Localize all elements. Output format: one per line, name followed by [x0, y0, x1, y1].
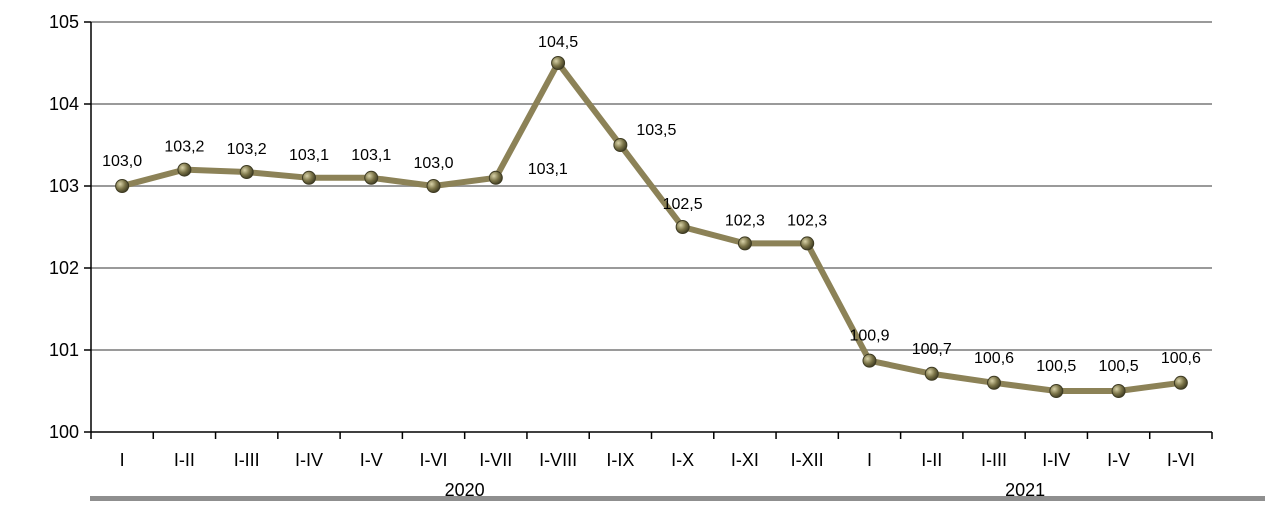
data-point	[613, 138, 628, 152]
data-point	[1049, 384, 1064, 398]
x-tick-label: I-V	[360, 450, 383, 470]
x-tick-label: I-VIII	[539, 450, 577, 470]
data-label: 103,2	[164, 139, 204, 156]
x-tick-label: I-XII	[791, 450, 824, 470]
data-point	[800, 236, 815, 251]
x-tick-label: I-III	[981, 450, 1007, 470]
data-label: 102,3	[787, 212, 827, 229]
x-tick-label: I-III	[234, 450, 260, 470]
data-labels: 103,0 103,2 103,2 103,1 103,1 103,0 103,1 104,5…	[102, 34, 1201, 375]
year-label: 2021	[1005, 480, 1045, 500]
data-point	[115, 179, 130, 193]
x-tick-label: I-VI	[1167, 450, 1195, 470]
x-tick-label: I-VII	[479, 450, 512, 470]
data-point	[177, 162, 192, 177]
x-tick-label: I-V	[1107, 450, 1130, 470]
data-label: 100,5	[1036, 358, 1076, 375]
x-tick-label: I-X	[671, 450, 694, 470]
data-label: 103,0	[102, 153, 142, 170]
y-tick-label: 104	[49, 94, 79, 114]
x-tick-label: I-VI	[420, 450, 448, 470]
data-point	[862, 353, 877, 368]
y-tick-label: 100	[49, 422, 79, 442]
data-label: 102,3	[725, 212, 765, 229]
series-line	[119, 60, 1184, 394]
data-label: 103,0	[414, 155, 454, 172]
data-point	[737, 236, 752, 251]
data-label: 104,5	[538, 34, 578, 51]
data-label: 103,2	[227, 141, 267, 158]
x-tick-label: I-II	[921, 450, 942, 470]
series-markers	[115, 56, 1188, 398]
data-label: 103,1	[351, 147, 391, 164]
data-point	[488, 170, 503, 185]
data-point	[1173, 375, 1188, 390]
x-tick-label: I-IV	[295, 450, 323, 470]
x-tick-label: I-IV	[1042, 450, 1070, 470]
data-point	[364, 170, 379, 185]
data-label: 100,6	[1161, 350, 1201, 367]
series-polyline	[119, 60, 1184, 394]
x-tick-label: I-IX	[606, 450, 634, 470]
data-point	[1111, 384, 1126, 398]
x-tick-label: I	[120, 450, 125, 470]
year-label: 2020	[445, 480, 485, 500]
year-labels: 2020 2021	[445, 480, 1046, 500]
data-point	[675, 220, 690, 234]
data-label: 100,5	[1099, 358, 1139, 375]
y-tick-label: 101	[49, 340, 79, 360]
x-tick-label: I	[867, 450, 872, 470]
x-tick-label: I-II	[174, 450, 195, 470]
data-point	[301, 170, 316, 185]
y-tick-label: 102	[49, 258, 79, 278]
data-label: 100,6	[974, 350, 1014, 367]
data-point	[239, 165, 254, 180]
data-label: 103,1	[289, 147, 329, 164]
bottom-divider	[90, 496, 1265, 501]
data-label: 103,5	[636, 122, 676, 139]
axes	[84, 21, 1213, 439]
data-point	[987, 375, 1002, 390]
data-label: 102,5	[663, 196, 703, 213]
data-point	[426, 179, 441, 193]
y-tick-label: 105	[49, 12, 79, 32]
x-tick-label: I-XI	[731, 450, 759, 470]
y-tick-label: 103	[49, 176, 79, 196]
data-point	[924, 366, 939, 381]
data-label: 100,7	[912, 341, 952, 358]
data-label: 103,1	[528, 161, 568, 178]
data-point	[551, 56, 566, 70]
data-label: 100,9	[849, 328, 889, 345]
